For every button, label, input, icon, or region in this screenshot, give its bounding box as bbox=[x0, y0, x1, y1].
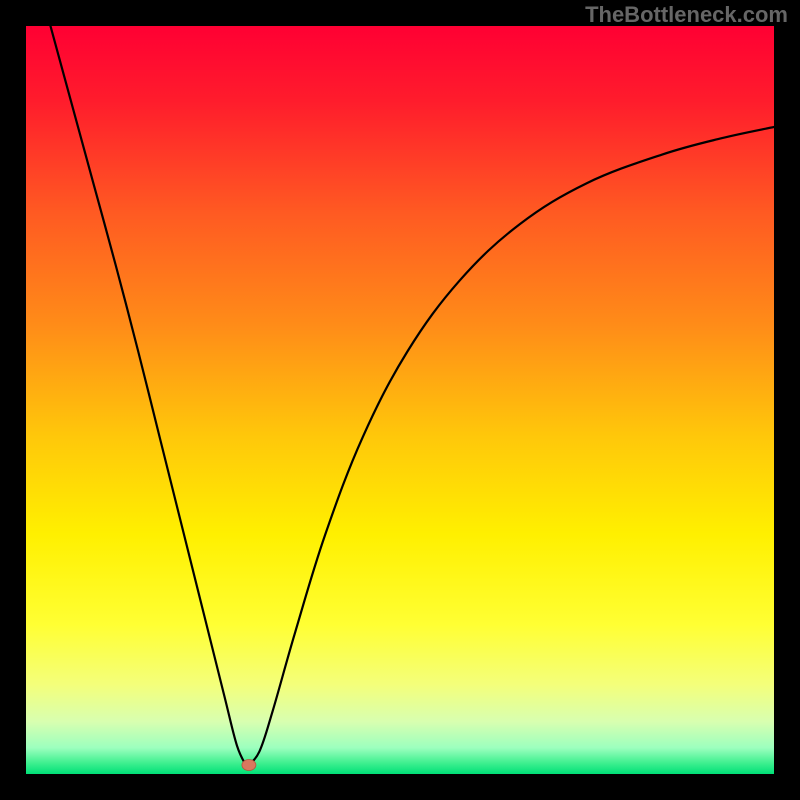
bottleneck-chart bbox=[0, 0, 800, 800]
optimum-marker bbox=[242, 760, 256, 771]
gradient-background bbox=[26, 26, 774, 774]
chart-root: TheBottleneck.com bbox=[0, 0, 800, 800]
